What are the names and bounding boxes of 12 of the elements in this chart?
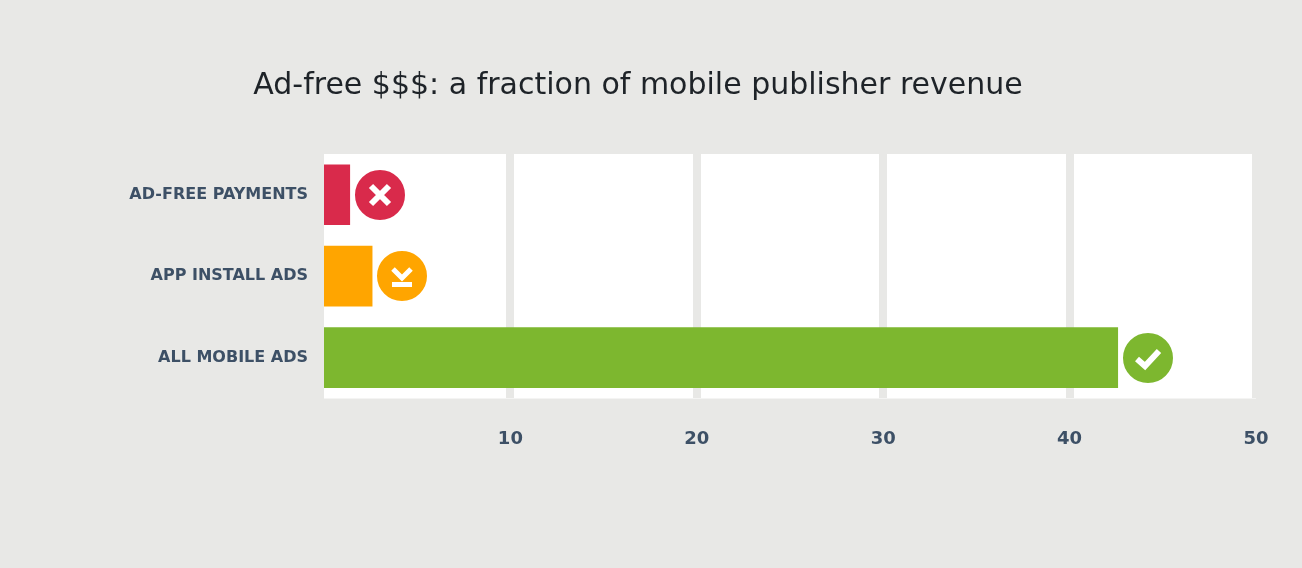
x-tick-label: 30: [870, 426, 896, 448]
x-tick-label: 50: [1243, 426, 1269, 448]
bar: [324, 164, 351, 226]
bar: [324, 327, 1119, 389]
x-tick-label: 40: [1057, 426, 1083, 448]
y-tick-label: ALL MOBILE ADS: [158, 346, 308, 366]
x-tick-label: 10: [497, 426, 523, 448]
x-tick-label: 20: [684, 426, 710, 448]
bar: [324, 245, 373, 307]
y-tick-label: AD-FREE PAYMENTS: [129, 183, 308, 203]
chart-title: Ad-free $$$: a fraction of mobile publisher revenue: [253, 65, 1023, 101]
y-tick-label: APP INSTALL ADS: [150, 265, 308, 285]
